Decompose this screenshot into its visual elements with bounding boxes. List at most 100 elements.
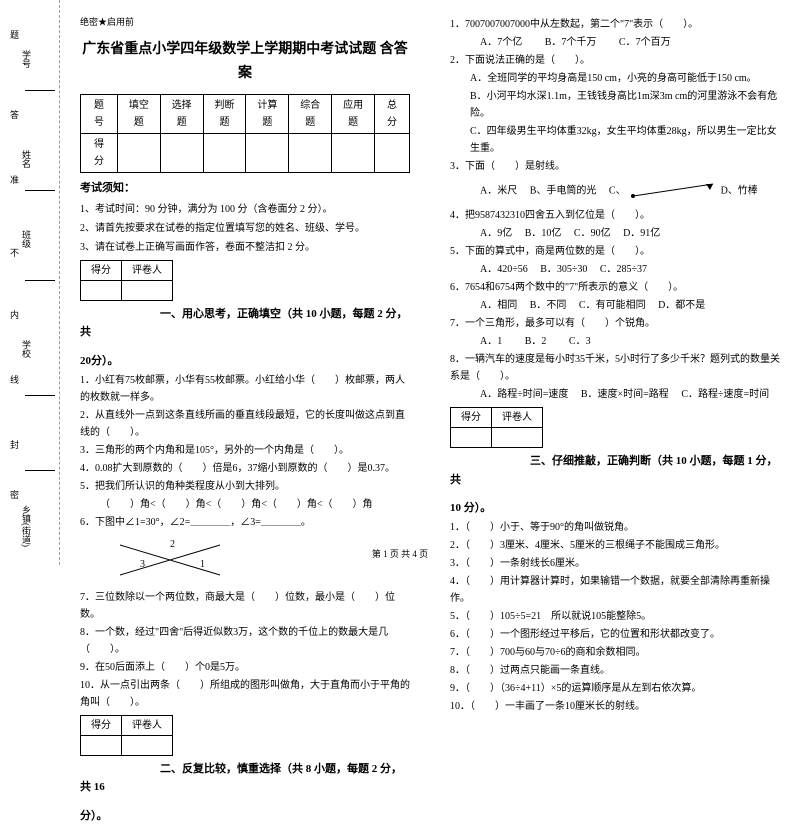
- q: 5．（ ）105÷5=21 所以就说105能整除5。: [450, 608, 780, 625]
- opt: C．四年级男生平均体重32kg，女生平均体重28kg，所以男生一定比女生重。: [450, 123, 780, 157]
- th: 总分: [375, 94, 410, 133]
- td: 得分: [81, 715, 122, 735]
- q: 9．在50后面添上（ ）个0是5万。: [80, 659, 410, 676]
- th: 判断题: [203, 94, 246, 133]
- opt: B、手电筒的光: [530, 185, 597, 196]
- opt: C．90亿: [574, 228, 611, 239]
- opt: B．2: [525, 336, 547, 347]
- margin-label-id: 学号: [20, 50, 33, 68]
- opt: A．相同: [480, 300, 517, 311]
- td: 评卷人: [122, 260, 173, 280]
- q: 7．一个三角形，最多可以有（ ）个锐角。: [450, 315, 780, 332]
- q: 6．（ ）一个图形经过平移后，它的位置和形状都改变了。: [450, 626, 780, 643]
- confidential-label: 绝密★启用前: [80, 15, 410, 30]
- opt: A．1: [480, 336, 502, 347]
- q: 8．一个数，经过"四舍"后得近似数3万，这个数的千位上的数最大是几（ ）。: [80, 624, 410, 658]
- q: 3．三角形的两个内角和是105°，另外的一个内角是（ ）。: [80, 442, 410, 459]
- td: 评卷人: [492, 408, 543, 428]
- th: 计算题: [246, 94, 289, 133]
- q: 1．小红有75枚邮票，小华有55枚邮票。小红给小华（ ）枚邮票，两人的枚数就一样…: [80, 372, 410, 406]
- exam-title: 广东省重点小学四年级数学上学期期中考试试题 含答案: [80, 38, 410, 86]
- td: [375, 133, 410, 172]
- opts: A．米尺 B、手电筒的光 C、 D、竹棒: [450, 181, 780, 201]
- opts: A．9亿 B．10亿 C．90亿 D．91亿: [450, 225, 780, 242]
- td: [332, 133, 375, 172]
- q: 1．（ ）小于、等于90°的角叫做锐角。: [450, 519, 780, 536]
- q: 1．7007007007000中从左数起，第二个"7"表示（ ）。: [450, 16, 780, 33]
- opt: B．小河平均水深1.1m，王钱钱身高比1m深3m cm的河里游泳不会有危险。: [450, 88, 780, 122]
- th: 综合题: [289, 94, 332, 133]
- svg-text:3: 3: [140, 559, 145, 570]
- opt: B．不同: [530, 300, 567, 311]
- q: 5．把我们所认识的角种类程度从小到大排列。: [80, 478, 410, 495]
- side-char: 内: [8, 310, 21, 319]
- q: 6．7654和6754两个数中的"7"所表示的意义（ ）。: [450, 279, 780, 296]
- opt: D、竹棒: [721, 185, 758, 196]
- td: [81, 280, 122, 300]
- q: 4．0.08扩大到原数的（ ）倍是6，37缩小到原数的（ ）是0.37。: [80, 460, 410, 477]
- binding-margin: 题 学号 答 姓名 准 班级 不 内 学校 线 封 密 乡镇(街道): [0, 0, 60, 565]
- opt: B．10亿: [525, 228, 562, 239]
- q: 10．从一点引出两条（ ）所组成的图形叫做角，大于直角而小于平角的角叫（ ）。: [80, 677, 410, 711]
- td: [451, 428, 492, 448]
- q: 4．把9587432310四舍五入到亿位是（ ）。: [450, 207, 780, 224]
- margin-label-name: 姓名: [20, 150, 33, 168]
- opt: B．305÷30: [540, 264, 587, 275]
- opt: C．有可能相同: [579, 300, 646, 311]
- opt: C．7个百万: [619, 37, 671, 48]
- q: 10．（ ）一丰画了一条10厘米长的射线。: [450, 698, 780, 715]
- section-1-title: 一、用心思考，正确填空（共 10 小题，每题 2 分，共: [80, 308, 408, 339]
- q: 8．（ ）过两点只能画一条直线。: [450, 662, 780, 679]
- td: [122, 735, 173, 755]
- q: 2．下面说法正确的是（ ）。: [450, 52, 780, 69]
- opt: C．285÷37: [600, 264, 647, 275]
- note: 3、请在试卷上正确写画面作答，卷面不整洁扣 2 分。: [80, 239, 410, 256]
- column-right: 1．7007007007000中从左数起，第二个"7"表示（ ）。 A．7个亿 …: [430, 0, 800, 565]
- margin-label-class: 班级: [20, 230, 33, 248]
- side-char: 答: [8, 110, 21, 119]
- opts: A．7个亿 B．7个千万 C．7个百万: [450, 34, 780, 51]
- opt: A．7个亿: [480, 37, 522, 48]
- margin-label-school: 学校: [20, 340, 33, 358]
- grader-table: 得分评卷人: [450, 407, 543, 448]
- margin-line: [25, 470, 55, 471]
- td: [122, 280, 173, 300]
- td: [246, 133, 289, 172]
- q: 5．下面的算式中，商是两位数的是（ ）。: [450, 243, 780, 260]
- section-3-title: 三、仔细推敲，正确判断（共 10 小题，每题 1 分，共: [450, 455, 778, 486]
- margin-line: [25, 190, 55, 191]
- section-2-title-cont: 分）。: [80, 807, 410, 826]
- td: 得分: [81, 260, 122, 280]
- margin-label-town: 乡镇(街道): [20, 505, 33, 547]
- grader-table: 得分评卷人: [80, 715, 173, 756]
- section-3-title-cont: 10 分）。: [450, 499, 780, 518]
- td: [203, 133, 246, 172]
- q: 7．三位数除以一个两位数，商最大是（ ）位数，最小是（ ）位数。: [80, 589, 410, 623]
- opt: D．91亿: [623, 228, 660, 239]
- opts: A．相同 B．不同 C．有可能相同 D．都不是: [450, 297, 780, 314]
- opt: C、: [609, 185, 626, 196]
- q: 9．（ ）（36÷4+11）×5的运算顺序是从左到右依次算。: [450, 680, 780, 697]
- column-left: 绝密★启用前 广东省重点小学四年级数学上学期期中考试试题 含答案 题 号 填空题…: [60, 0, 430, 565]
- q: 6．下图中∠1=30°，∠2=＿＿＿＿，∠3=＿＿＿＿。: [80, 514, 410, 531]
- opt: A．全班同学的平均身高是150 cm，小亮的身高可能低于150 cm。: [450, 70, 780, 87]
- side-char: 不: [8, 248, 21, 257]
- opts: A．420÷56 B．305÷30 C．285÷37: [450, 261, 780, 278]
- svg-text:1: 1: [200, 559, 205, 570]
- td: [81, 735, 122, 755]
- side-char: 题: [8, 30, 21, 39]
- opt: C．3: [569, 336, 591, 347]
- note: 2、请首先按要求在试卷的指定位置填写您的姓名、班级、学号。: [80, 220, 410, 237]
- margin-line: [25, 395, 55, 396]
- opts: A．1 B．2 C．3: [450, 333, 780, 350]
- td: [160, 133, 203, 172]
- td: [492, 428, 543, 448]
- th: 填空题: [117, 94, 160, 133]
- opt: C．路程÷速度=时间: [681, 389, 769, 400]
- opt: A．420÷56: [480, 264, 528, 275]
- opt: B．7个千万: [545, 37, 597, 48]
- score-summary-table: 题 号 填空题 选择题 判断题 计算题 综合题 应用题 总分 得 分: [80, 94, 410, 173]
- side-char: 准: [8, 175, 21, 184]
- notes-title: 考试须知：: [80, 179, 410, 198]
- q: 2．从直线外一点到这条直线所画的垂直线段最短，它的长度叫做这点到直线的（ ）。: [80, 407, 410, 441]
